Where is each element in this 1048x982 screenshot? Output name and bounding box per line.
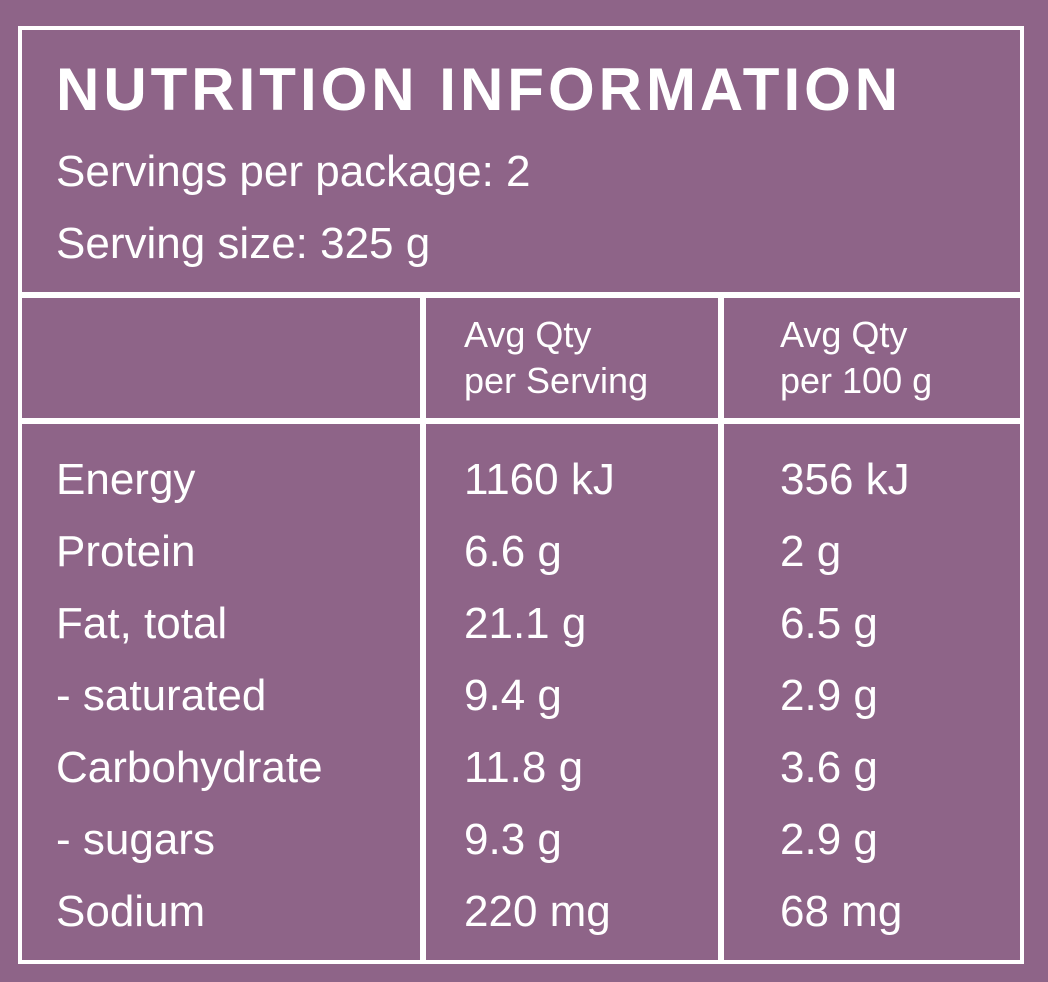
table-row: Energy 1160 kJ 356 kJ (22, 444, 1020, 516)
per-serving-value: 11.8 g (464, 743, 584, 792)
per-serving-value: 9.3 g (464, 815, 562, 864)
per-100g-value: 2.9 g (780, 671, 878, 720)
nutrient-name: Sodium (56, 887, 206, 936)
per-100g-value: 6.5 g (780, 599, 878, 648)
column-divider (420, 294, 426, 964)
serving-size: Serving size: 325 g (56, 219, 431, 268)
nutrient-name: - saturated (56, 671, 267, 720)
nutrient-name: Energy (56, 455, 196, 504)
per-100g-value: 356 kJ (780, 455, 910, 504)
per-100g-value: 2 g (780, 527, 842, 576)
per-serving-value: 9.4 g (464, 671, 562, 720)
per-100g-value: 68 mg (780, 887, 903, 936)
nutrient-name: Fat, total (56, 599, 228, 648)
column-header-line: Avg Qty (780, 314, 908, 355)
header-divider (22, 418, 1020, 424)
table-row: Protein 6.6 g 2 g (22, 516, 1020, 588)
nutrient-name: Protein (56, 527, 196, 576)
nutrition-panel: NUTRITION INFORMATION Servings per packa… (18, 26, 1024, 964)
table-row: Fat, total 21.1 g 6.5 g (22, 588, 1020, 660)
servings-per-package: Servings per package: 2 (56, 147, 531, 196)
column-header-line: Avg Qty (464, 314, 592, 355)
table-row: - sugars 9.3 g 2.9 g (22, 804, 1020, 876)
column-divider (718, 294, 724, 964)
per-serving-value: 1160 kJ (464, 455, 615, 504)
nutrient-rows: Energy 1160 kJ 356 kJ Protein 6.6 g 2 g … (22, 444, 1020, 948)
table-row: Carbohydrate 11.8 g 3.6 g (22, 732, 1020, 804)
nutrition-header: NUTRITION INFORMATION Servings per packa… (22, 30, 1020, 298)
nutrient-name: Carbohydrate (56, 743, 323, 792)
column-header-per-100g: Avg Qty per 100 g (780, 312, 932, 404)
nutrient-name: - sugars (56, 815, 215, 864)
per-serving-value: 220 mg (464, 887, 611, 936)
per-serving-value: 21.1 g (464, 599, 587, 648)
table-row: Sodium 220 mg 68 mg (22, 876, 1020, 948)
table-row: - saturated 9.4 g 2.9 g (22, 660, 1020, 732)
per-serving-value: 6.6 g (464, 527, 562, 576)
column-header-per-serving: Avg Qty per Serving (464, 312, 648, 404)
panel-title: NUTRITION INFORMATION (56, 56, 903, 123)
column-header-line: per 100 g (780, 360, 933, 401)
per-100g-value: 3.6 g (780, 743, 878, 792)
column-header-line: per Serving (464, 360, 649, 401)
per-100g-value: 2.9 g (780, 815, 878, 864)
